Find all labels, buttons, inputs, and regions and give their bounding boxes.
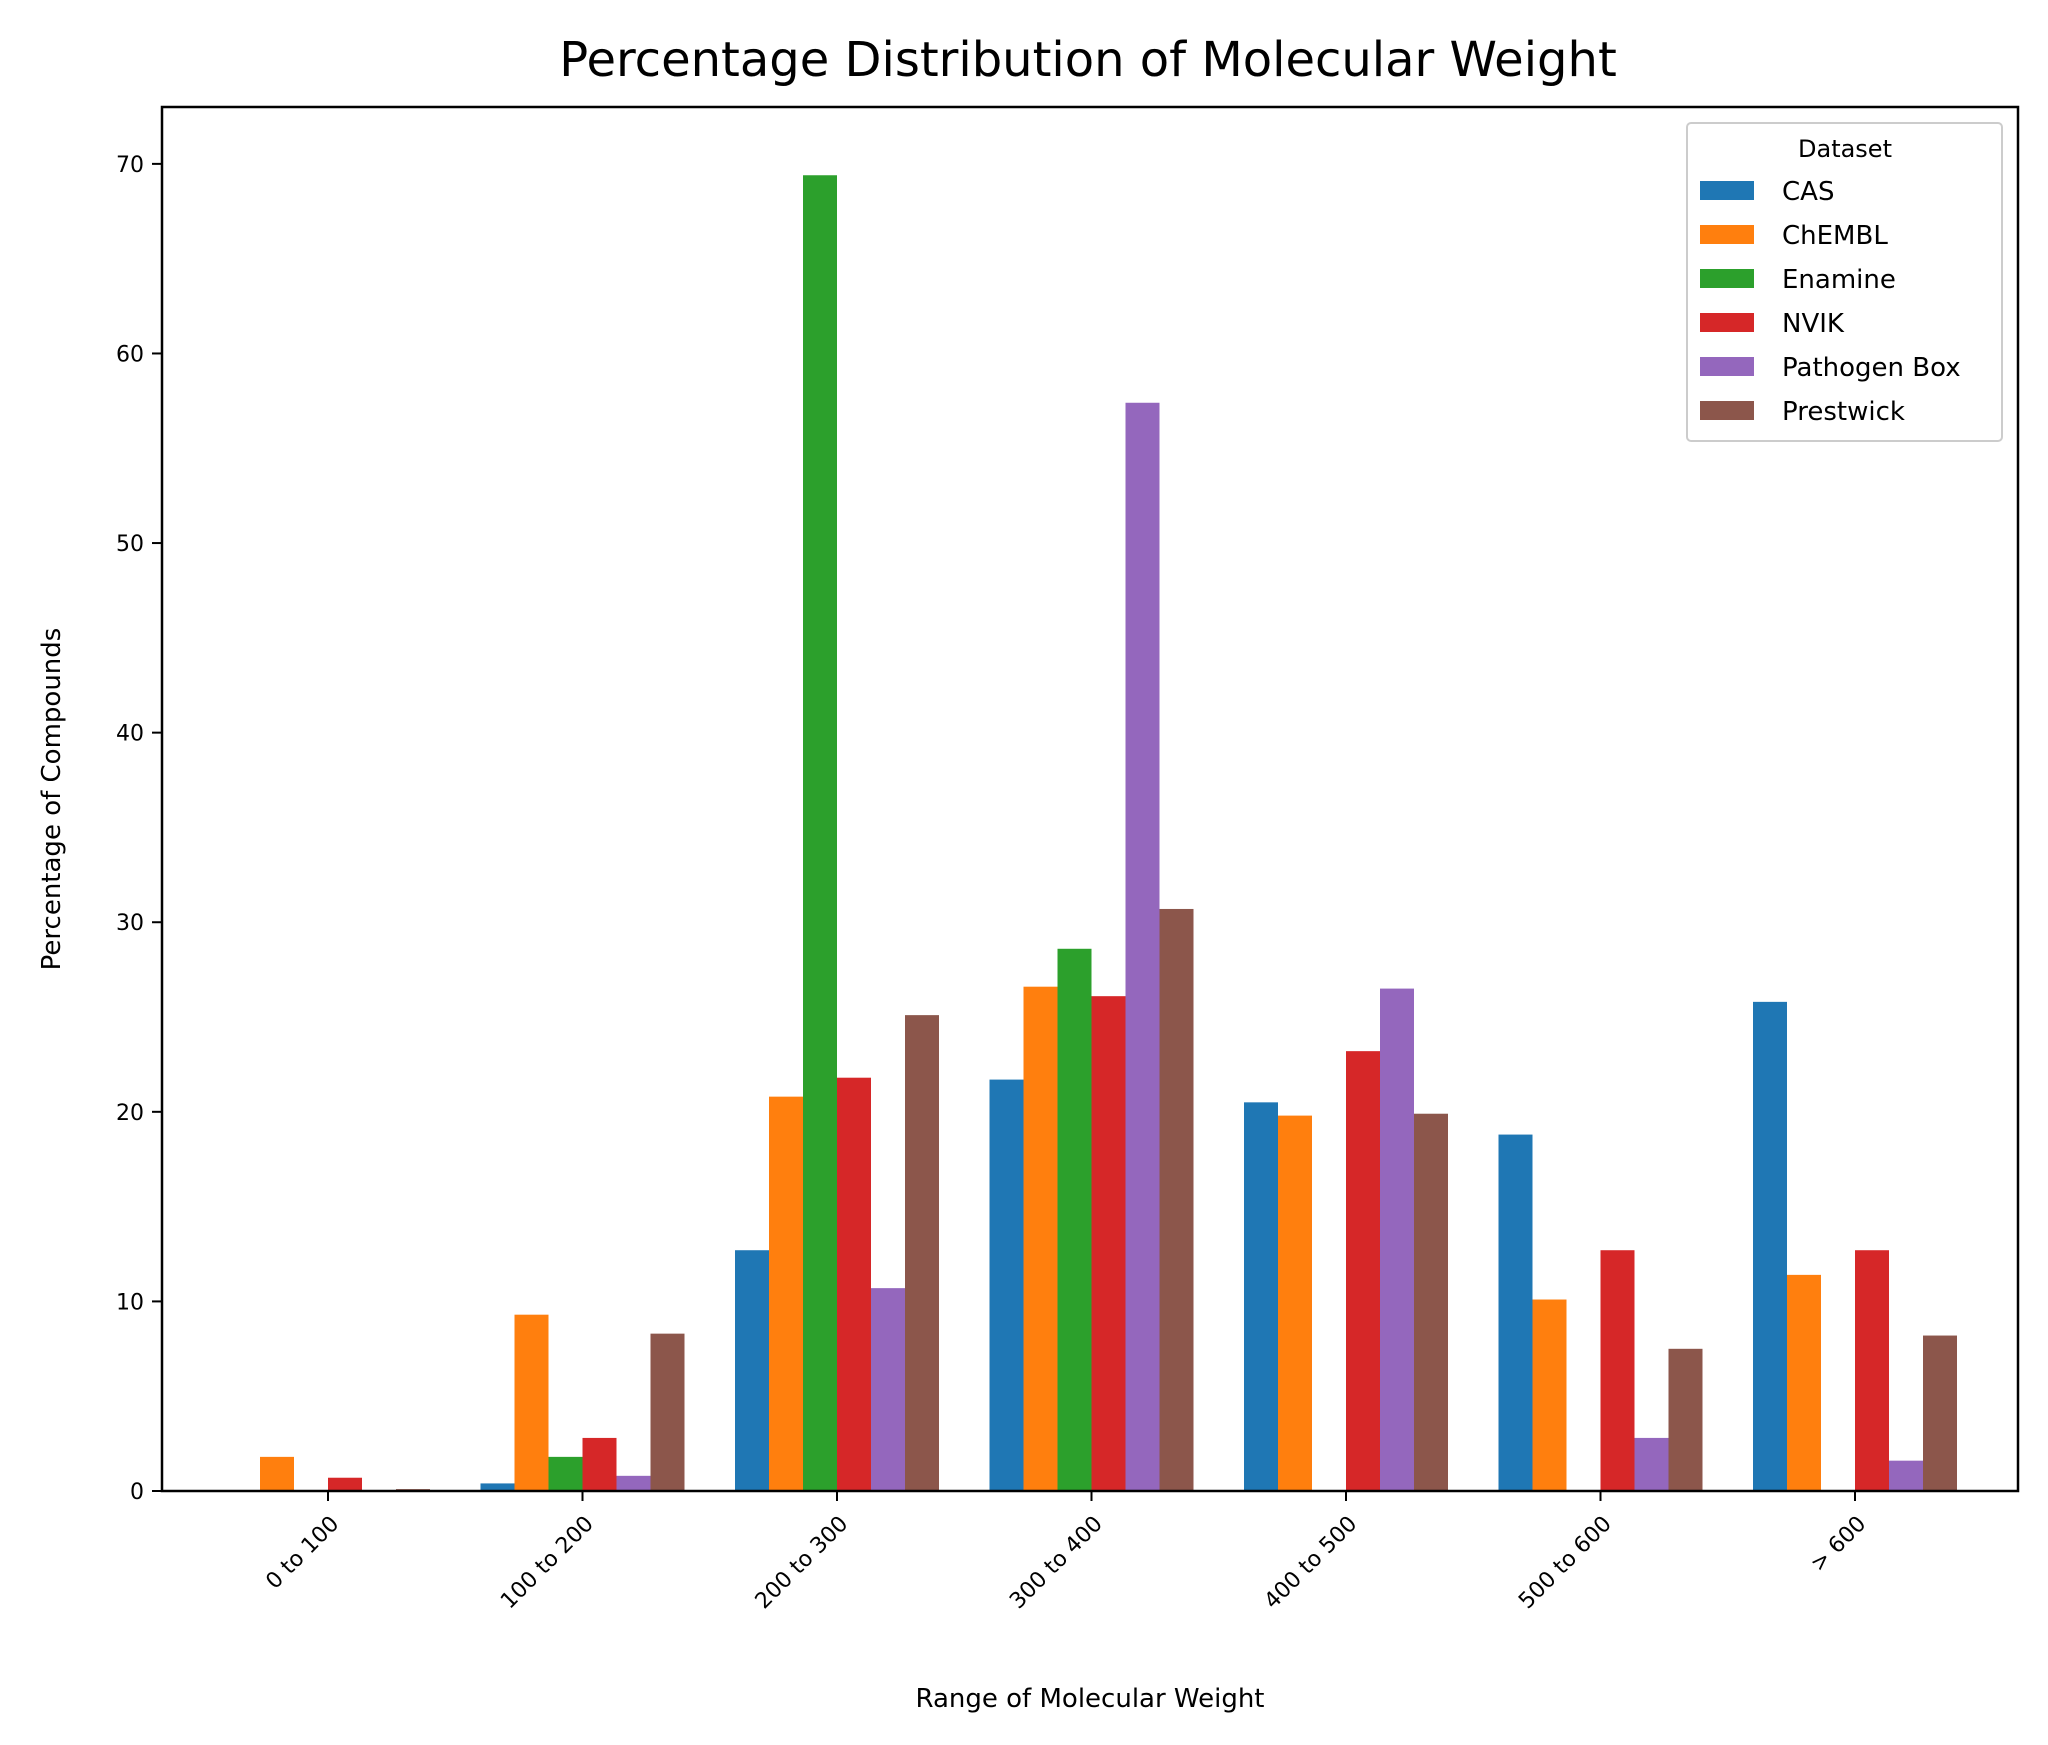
x-tick-label: 200 to 300 (751, 1512, 854, 1615)
y-axis-label: Percentage of Compounds (37, 628, 67, 971)
legend-label: Prestwick (1782, 397, 1905, 427)
bar-cas-2 (735, 1250, 769, 1491)
y-tick-label: 30 (116, 911, 144, 936)
bar-chembl-3 (1023, 986, 1058, 1491)
bar-enamine-1 (548, 1456, 583, 1491)
legend-title: Dataset (1798, 135, 1892, 163)
legend-label: CAS (1782, 177, 1834, 207)
bar-pathogen-box-5 (1634, 1437, 1669, 1491)
y-tick-label: 20 (116, 1101, 144, 1126)
bar-nvik-4 (1346, 1051, 1380, 1491)
x-tick-label: 500 to 600 (1514, 1512, 1617, 1615)
bar-nvik-1 (582, 1437, 617, 1491)
bar-cas-4 (1244, 1102, 1278, 1491)
bar-prestwick-4 (1414, 1113, 1448, 1491)
y-tick-label: 70 (116, 153, 144, 178)
bar-cas-1 (480, 1483, 515, 1491)
y-tick-label: 10 (116, 1290, 144, 1315)
bar-prestwick-6 (1923, 1335, 1957, 1491)
plot-frame (160, 105, 2020, 1493)
legend-label: Enamine (1782, 265, 1896, 295)
legend: Dataset CAS ChEMBL Enamine NVIK Pathogen Box… (1686, 122, 2003, 442)
legend-label: ChEMBL (1782, 221, 1888, 251)
y-tick-label: 50 (116, 532, 144, 557)
bar-pathogen-box-2 (871, 1288, 905, 1491)
bar-chembl-5 (1532, 1299, 1567, 1491)
bar-prestwick-1 (650, 1333, 685, 1491)
bar-nvik-5 (1600, 1250, 1635, 1491)
legend-box (1686, 122, 2003, 442)
x-tick-label: 400 to 500 (1260, 1512, 1363, 1615)
bar-chembl-0 (260, 1456, 294, 1491)
y-tick-label: 60 (116, 342, 144, 367)
bar-chembl-2 (769, 1096, 803, 1491)
bar-enamine-2 (803, 175, 837, 1491)
bar-cas-5 (1498, 1134, 1533, 1491)
bars-group (260, 175, 1957, 1491)
bar-prestwick-3 (1159, 908, 1194, 1491)
bar-cas-3 (989, 1079, 1024, 1491)
legend-swatch (1700, 269, 1754, 288)
bar-chembl-6 (1787, 1274, 1821, 1491)
bar-nvik-6 (1855, 1250, 1889, 1491)
legend-swatch (1700, 181, 1754, 200)
x-tick-label: 100 to 200 (496, 1512, 599, 1615)
bar-prestwick-5 (1668, 1348, 1703, 1491)
bar-prestwick-2 (905, 1015, 939, 1491)
bar-pathogen-box-1 (616, 1475, 651, 1491)
legend-swatch (1700, 225, 1754, 244)
legend-label: NVIK (1782, 309, 1845, 339)
bar-chembl-1 (514, 1314, 549, 1491)
legend-label: Pathogen Box (1782, 353, 1961, 383)
bar-nvik-3 (1091, 996, 1126, 1491)
x-tick-label: > 600 (1806, 1512, 1871, 1577)
chart-title: Percentage Distribution of Molecular Wei… (559, 32, 1617, 88)
bar-pathogen-box-6 (1889, 1460, 1923, 1491)
legend-swatch (1700, 313, 1754, 332)
bar-pathogen-box-4 (1380, 988, 1414, 1491)
legend-items: CAS ChEMBL Enamine NVIK Pathogen Box Prestwic… (1700, 177, 1961, 427)
y-tick-label: 40 (116, 722, 144, 747)
x-axis-label: Range of Molecular Weight (915, 1684, 1264, 1714)
bar-chembl-4 (1278, 1115, 1312, 1491)
y-tick-label: 0 (130, 1480, 144, 1505)
legend-swatch (1700, 401, 1754, 420)
bar-nvik-2 (837, 1077, 871, 1491)
bar-enamine-3 (1057, 948, 1092, 1491)
legend-swatch (1700, 357, 1754, 376)
bar-cas-6 (1753, 1001, 1787, 1491)
y-axis: 0 10 20 30 40 50 60 70 (116, 153, 162, 1505)
x-tick-label: 0 to 100 (261, 1512, 344, 1595)
bar-nvik-0 (328, 1477, 362, 1491)
bar-pathogen-box-3 (1125, 402, 1160, 1491)
x-tick-label: 300 to 400 (1005, 1512, 1108, 1615)
x-axis: 0 to 100 100 to 200 200 to 300 300 to 400 40… (261, 1491, 1871, 1614)
